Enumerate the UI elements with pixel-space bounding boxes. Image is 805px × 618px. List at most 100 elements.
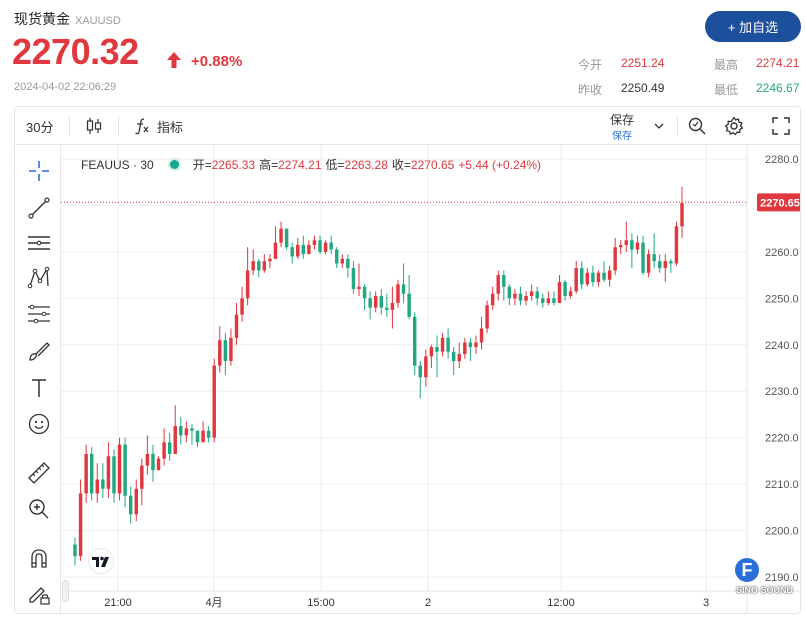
horizontal-lines-tool[interactable] xyxy=(27,231,51,255)
quote-timestamp: 2024-04-02 22:06:29 xyxy=(14,81,117,93)
candle-body xyxy=(101,479,105,489)
candle-body xyxy=(162,442,166,459)
ruler-tool[interactable] xyxy=(27,461,51,485)
y-tick-label: 2200.0 xyxy=(765,526,799,538)
lines-icon xyxy=(28,236,50,250)
legend-high-key: 高= xyxy=(259,158,279,172)
stat-high: 最高 2274.21 xyxy=(714,56,799,73)
x-tick-label: 4月 xyxy=(205,597,222,609)
candle-body xyxy=(346,258,350,269)
candle-body xyxy=(128,495,133,515)
candle-body xyxy=(518,293,523,301)
candle-body xyxy=(663,261,668,269)
candle-body xyxy=(440,337,445,352)
zoom-tool[interactable] xyxy=(27,497,51,521)
candle-body xyxy=(357,286,361,290)
candle-body xyxy=(529,291,534,296)
candle-body xyxy=(373,295,378,308)
candle-body xyxy=(240,298,244,315)
candle-body xyxy=(179,426,183,436)
settings-button[interactable] xyxy=(724,107,744,145)
pattern-tool[interactable] xyxy=(27,266,51,290)
candle-body xyxy=(301,244,306,255)
candle-body xyxy=(112,456,116,494)
candle-body xyxy=(229,337,233,362)
candle-body xyxy=(435,347,439,352)
candle-body xyxy=(73,544,77,557)
toolbar-divider xyxy=(118,116,119,136)
candle-body xyxy=(479,328,484,343)
candle-body xyxy=(385,307,389,310)
brush-tool[interactable] xyxy=(27,339,51,363)
stat-high-value: 2274.21 xyxy=(756,56,800,70)
legend-open-value: 2265.33 xyxy=(211,157,256,172)
crosshair-tool[interactable] xyxy=(27,159,51,183)
candle-body xyxy=(335,249,339,264)
stat-low-value: 2246.67 xyxy=(756,81,800,95)
text-icon xyxy=(32,379,46,397)
x-tick-label: 15:00 xyxy=(307,597,335,609)
watermark: SINO SOUND xyxy=(736,585,794,595)
add-to-watchlist-button[interactable]: + 加自选 xyxy=(705,11,801,42)
brand-badge: F xyxy=(733,556,761,584)
candlestick-chart[interactable]: 2280.02270.02260.02250.02240.02230.02220… xyxy=(61,145,801,614)
candle-body xyxy=(307,244,311,255)
quick-search-button[interactable] xyxy=(687,107,707,145)
candle-body xyxy=(201,430,205,443)
candle-body xyxy=(151,453,155,471)
candle-body xyxy=(496,275,500,294)
candle-body xyxy=(218,340,222,366)
y-tick-label: 2210.0 xyxy=(765,479,799,491)
price-plot[interactable]: 2280.02270.02260.02250.02240.02230.02220… xyxy=(61,145,801,614)
y-tick-label: 2190.0 xyxy=(765,572,799,584)
y-tick-label: 2230.0 xyxy=(765,386,799,398)
lock-drawings-tool[interactable] xyxy=(27,582,51,606)
save-button[interactable]: 保存 保存 xyxy=(602,111,642,142)
candle-body xyxy=(635,242,640,250)
measure-lines-icon xyxy=(28,304,50,324)
indicators-button[interactable]: 指标 xyxy=(133,107,183,145)
ohlc-legend: FEAUUS · 30 开= 2265.33 高= 2274.21 低= 2263.2… xyxy=(81,156,545,173)
text-tool[interactable] xyxy=(27,376,51,400)
candle-body xyxy=(563,282,567,296)
interval-selector[interactable]: 30分 xyxy=(26,119,54,135)
candle-body xyxy=(329,242,333,250)
candle-body xyxy=(524,295,528,301)
fullscreen-button[interactable] xyxy=(771,107,791,145)
candle-body xyxy=(641,242,645,273)
candle-body xyxy=(351,268,356,290)
instrument-symbol: XAUUSD xyxy=(75,15,121,27)
legend-open-key: 开= xyxy=(192,158,212,172)
chart-type-button[interactable] xyxy=(85,107,103,145)
candle-body xyxy=(190,428,194,431)
candle-body xyxy=(457,354,461,362)
toolbar-divider xyxy=(69,116,70,136)
candle-body xyxy=(490,293,495,306)
prediction-tool[interactable] xyxy=(27,302,51,326)
stat-open-value: 2251.24 xyxy=(621,56,665,70)
candle-body xyxy=(123,444,127,496)
candle-body xyxy=(474,342,478,348)
candle-body xyxy=(257,261,261,271)
trend-line-tool[interactable] xyxy=(27,196,51,220)
candle-body xyxy=(117,444,122,494)
candle-body xyxy=(602,272,606,280)
pencil-lock-icon xyxy=(29,587,50,605)
ruler-icon xyxy=(28,462,50,484)
tradingview-logo-icon xyxy=(88,548,114,574)
candle-body xyxy=(657,261,662,269)
market-status-dot xyxy=(167,158,181,171)
save-dropdown[interactable] xyxy=(653,107,665,145)
candle-body xyxy=(156,458,161,471)
emoji-tool[interactable] xyxy=(27,412,51,436)
drawing-toolbar xyxy=(15,145,61,613)
candle-body xyxy=(613,247,617,271)
candle-body xyxy=(362,286,367,299)
candle-body xyxy=(680,203,684,227)
candle-body xyxy=(195,430,200,443)
legend-symbol: FEAUUS · 30 xyxy=(81,157,154,172)
candle-body xyxy=(596,272,601,283)
candle-body xyxy=(568,291,573,296)
scroll-handle[interactable] xyxy=(62,580,69,602)
magnet-tool[interactable] xyxy=(27,546,51,570)
